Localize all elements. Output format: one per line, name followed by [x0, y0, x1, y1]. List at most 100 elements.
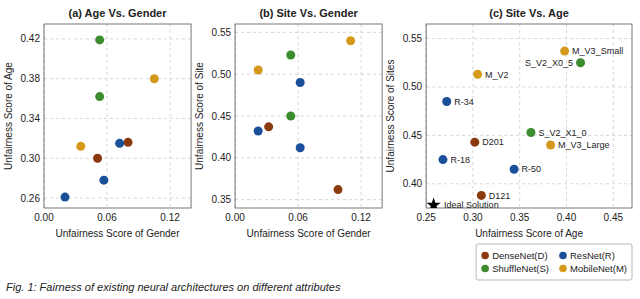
y-tick-label: 0.45: [403, 130, 423, 141]
point-label: S_V2_X0_5: [525, 58, 573, 68]
x-tick-label: 0.25: [416, 212, 436, 223]
point-label: M_V2: [485, 70, 509, 80]
legend: DenseNet(D) ShuffleNet(S) ResNet(R) MobileN…: [476, 244, 632, 280]
point-label: M_V3_Small: [572, 46, 623, 56]
scatter-point: [477, 191, 486, 200]
scatter-point: [296, 143, 305, 152]
x-axis-label: Unfairness Score of Gender: [56, 228, 181, 239]
chart-title: (c) Site Vs. Age: [489, 7, 569, 19]
y-tick-label: 0.50: [403, 81, 423, 92]
scatter-point: [442, 97, 451, 106]
y-tick-label: 0.30: [21, 153, 41, 164]
plot-frame: [44, 24, 191, 208]
scatter-point: [526, 128, 535, 137]
grid-line: [44, 118, 191, 119]
grid-line: [44, 158, 191, 159]
point-label: M_V3_Large: [558, 140, 610, 150]
y-tick-label: 0.38: [21, 73, 41, 84]
y-axis-label: Unfairness Score of Age: [3, 62, 14, 170]
scatter-point: [124, 138, 133, 147]
y-tick-label: 0.55: [212, 27, 232, 38]
legend-marker: [559, 252, 567, 260]
point-label: R-50: [522, 164, 542, 174]
scatter-point: [264, 122, 273, 131]
scatter-point: [76, 142, 85, 151]
point-label: D121: [489, 191, 511, 201]
x-tick-label: 0.12: [351, 212, 371, 223]
scatter-point: [150, 74, 159, 83]
y-tick-label: 0.26: [21, 193, 41, 204]
x-tick-label: 0.35: [510, 212, 530, 223]
scatter-point: [296, 78, 305, 87]
grid-line: [44, 38, 191, 39]
x-axis-label: Unfairness Score of Age: [475, 228, 583, 239]
scatter-point: [334, 185, 343, 194]
legend-label: DenseNet(D): [492, 250, 547, 261]
point-label: D201: [482, 137, 504, 147]
point-label: R-34: [454, 97, 474, 107]
scatter-point: [346, 36, 355, 45]
chart-title: (a) Age Vs. Gender: [69, 7, 168, 19]
axes: 0.250.300.350.400.450.400.450.500.55(c) …: [385, 7, 632, 239]
x-tick-label: 0.40: [557, 212, 577, 223]
scatter-point: [93, 154, 102, 163]
scatter-point: [576, 58, 585, 67]
legend-marker: [481, 252, 489, 260]
scatter-point: [470, 138, 479, 147]
legend-marker: [559, 265, 567, 273]
scatter-point: [254, 127, 263, 136]
legend-label: MobileNet(M): [570, 263, 627, 274]
grid-line: [426, 183, 632, 184]
scatter-point: [95, 35, 104, 44]
plot-background: [235, 24, 382, 208]
legend-label: ResNet(R): [570, 250, 615, 261]
point-labels: Ideal SolutionD121 D201 S_V2_X1_0 S_V2_X0_5…: [444, 46, 623, 210]
scatter-point: [510, 165, 519, 174]
grid-line: [472, 24, 473, 208]
plot-frame: [426, 24, 632, 208]
chart-figure: 0.000.060.120.260.300.340.380.42(a) Age …: [0, 0, 640, 299]
scatter-point: [254, 66, 263, 75]
chart-root: 0.000.060.120.260.300.340.380.42(a) Age …: [0, 0, 640, 299]
y-tick-label: 0.42: [21, 33, 41, 44]
annotation-marker: [426, 198, 440, 208]
y-tick-label: 0.40: [212, 152, 232, 163]
grid-line: [170, 24, 171, 208]
scatter-point: [115, 139, 124, 148]
grid-line: [235, 199, 382, 200]
scatter-point: [546, 141, 555, 150]
y-axis-label: Unfairness Score of Site: [194, 62, 205, 170]
scatter-point: [473, 70, 482, 79]
x-tick-label: 0.06: [288, 212, 308, 223]
x-tick-label: 0.30: [463, 212, 483, 223]
plot-background: [426, 24, 632, 208]
plot-background: [44, 24, 191, 208]
x-tick-label: 0.45: [604, 212, 624, 223]
x-tick-label: 0.12: [160, 212, 180, 223]
legend-marker: [481, 265, 489, 273]
y-tick-label: 0.55: [403, 33, 423, 44]
grid-line: [519, 24, 520, 208]
y-tick-label: 0.50: [212, 69, 232, 80]
point-label: R-18: [450, 155, 470, 165]
grid-line: [235, 32, 382, 33]
grid-line: [235, 157, 382, 158]
scatter-point: [99, 176, 108, 185]
x-tick-label: 0.00: [225, 212, 245, 223]
plot-area: [61, 35, 159, 201]
y-tick-label: 0.35: [212, 194, 232, 205]
figure-caption: Fig. 1: Fairness of existing neural arch…: [6, 281, 341, 293]
axes: 0.000.060.120.260.300.340.380.42(a) Age …: [3, 7, 191, 239]
grid-line: [235, 116, 382, 117]
axes: 0.00 0.06 0.12 0.35 0.40 0.45 0.50 0.55 (b) Site…: [194, 7, 382, 239]
legend-label: ShuffleNet(S): [492, 263, 549, 274]
grid-line: [426, 86, 632, 87]
x-tick-label: 0.06: [97, 212, 117, 223]
scatter-point: [286, 50, 295, 59]
point-label: Ideal Solution: [444, 200, 499, 210]
chart-title: (b) Site Vs. Gender: [259, 7, 358, 19]
y-axis-label: Unfairness Score of Sites: [385, 60, 396, 173]
point-label: S_V2_X1_0: [538, 128, 586, 138]
grid-line: [44, 78, 191, 79]
y-tick-label: 0.45: [212, 111, 232, 122]
